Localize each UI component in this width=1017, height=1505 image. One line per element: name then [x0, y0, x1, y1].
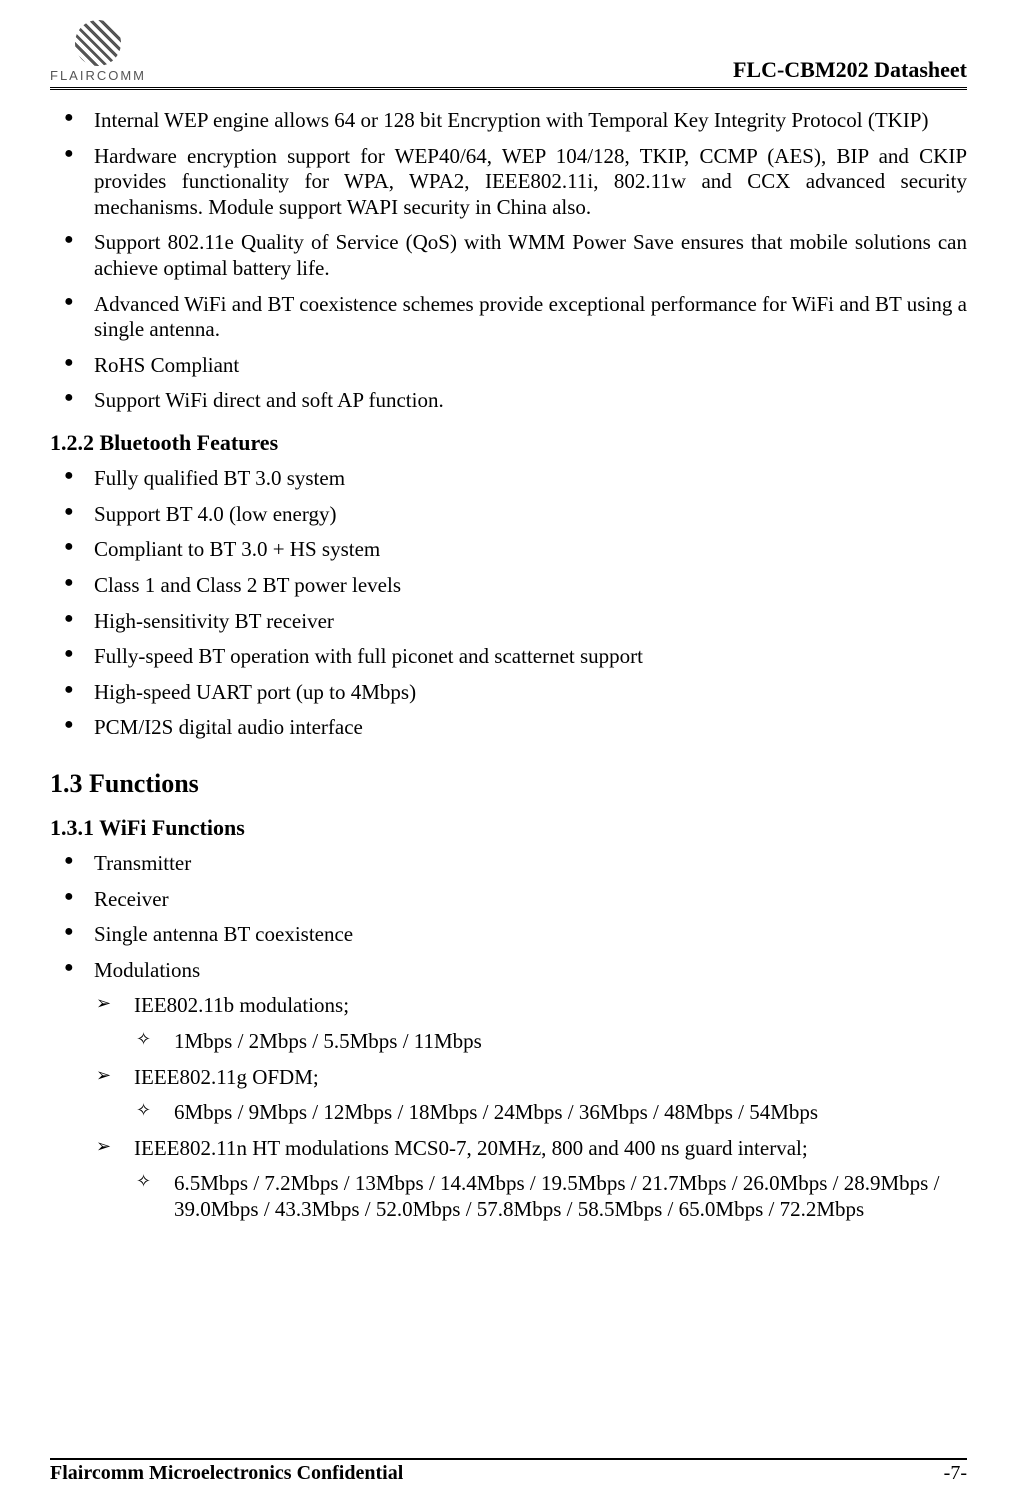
list-item: 6.5Mbps / 7.2Mbps / 13Mbps / 14.4Mbps / … — [50, 1171, 967, 1222]
section-heading-functions: 1.3 Functions — [50, 769, 967, 799]
list-item: Fully-speed BT operation with full picon… — [50, 644, 967, 670]
modulation-rates: 6Mbps / 9Mbps / 12Mbps / 18Mbps / 24Mbps… — [50, 1100, 967, 1126]
list-item: Fully qualified BT 3.0 system — [50, 466, 967, 492]
modulations-list: IEE802.11b modulations; — [50, 993, 967, 1019]
wifi-features-list: Internal WEP engine allows 64 or 128 bit… — [50, 108, 967, 414]
list-item: Support BT 4.0 (low energy) — [50, 502, 967, 528]
page-number: -7- — [944, 1462, 967, 1485]
list-item: High-sensitivity BT receiver — [50, 609, 967, 635]
list-item: Support WiFi direct and soft AP function… — [50, 388, 967, 414]
modulations-list: IEEE802.11n HT modulations MCS0-7, 20MHz… — [50, 1136, 967, 1162]
page-header: FLAIRCOMM FLC-CBM202 Datasheet — [50, 20, 967, 90]
list-item: Single antenna BT coexistence — [50, 922, 967, 948]
modulations-list: IEEE802.11g OFDM; — [50, 1065, 967, 1091]
list-item: RoHS Compliant — [50, 353, 967, 379]
list-item: 6Mbps / 9Mbps / 12Mbps / 18Mbps / 24Mbps… — [50, 1100, 967, 1126]
list-item: IEEE802.11g OFDM; — [50, 1065, 967, 1091]
list-item: Modulations — [50, 958, 967, 984]
list-item: IEE802.11b modulations; — [50, 993, 967, 1019]
section-heading-bluetooth: 1.2.2 Bluetooth Features — [50, 430, 967, 456]
list-item: Internal WEP engine allows 64 or 128 bit… — [50, 108, 967, 134]
company-logo: FLAIRCOMM — [50, 20, 146, 83]
footer-confidential: Flaircomm Microelectronics Confidential — [50, 1462, 403, 1485]
list-item: Compliant to BT 3.0 + HS system — [50, 537, 967, 563]
modulation-rates: 1Mbps / 2Mbps / 5.5Mbps / 11Mbps — [50, 1029, 967, 1055]
page: FLAIRCOMM FLC-CBM202 Datasheet Internal … — [0, 0, 1017, 1505]
page-footer: Flaircomm Microelectronics Confidential … — [50, 1458, 967, 1485]
list-item: Advanced WiFi and BT coexistence schemes… — [50, 292, 967, 343]
list-item: PCM/I2S digital audio interface — [50, 715, 967, 741]
list-item: Receiver — [50, 887, 967, 913]
logo-icon — [75, 20, 121, 66]
list-item: IEEE802.11n HT modulations MCS0-7, 20MHz… — [50, 1136, 967, 1162]
section-heading-wifi-functions: 1.3.1 WiFi Functions — [50, 815, 967, 841]
list-item: Class 1 and Class 2 BT power levels — [50, 573, 967, 599]
wifi-functions-list: Transmitter Receiver Single antenna BT c… — [50, 851, 967, 983]
list-item: Support 802.11e Quality of Service (QoS)… — [50, 230, 967, 281]
logo-text: FLAIRCOMM — [50, 68, 146, 83]
list-item: Transmitter — [50, 851, 967, 877]
list-item: 1Mbps / 2Mbps / 5.5Mbps / 11Mbps — [50, 1029, 967, 1055]
document-title: FLC-CBM202 Datasheet — [733, 57, 967, 83]
list-item: High-speed UART port (up to 4Mbps) — [50, 680, 967, 706]
bt-features-list: Fully qualified BT 3.0 system Support BT… — [50, 466, 967, 741]
modulation-rates: 6.5Mbps / 7.2Mbps / 13Mbps / 14.4Mbps / … — [50, 1171, 967, 1222]
list-item: Hardware encryption support for WEP40/64… — [50, 144, 967, 221]
